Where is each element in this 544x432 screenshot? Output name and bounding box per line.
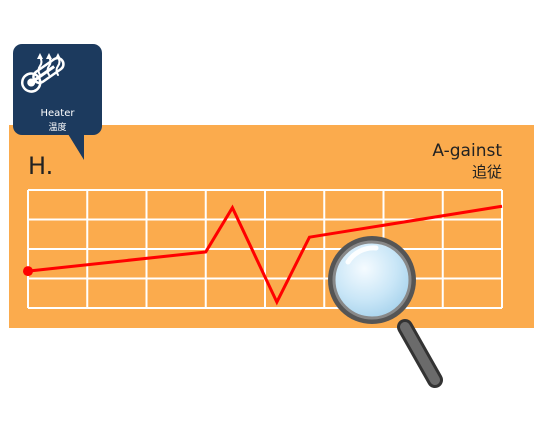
badge-label-ja: 温度 [48, 123, 67, 133]
badge-label-en: Heater [40, 108, 75, 119]
against-label-en: A-gainst [432, 141, 502, 161]
chart-grid [27, 189, 503, 309]
chart-series [23, 204, 503, 306]
series-start-point [23, 266, 33, 277]
against-label-ja: 追従 [471, 163, 502, 181]
chart-title-label: H. [28, 152, 54, 180]
series-line [27, 204, 503, 306]
badge-pointer [68, 134, 84, 160]
